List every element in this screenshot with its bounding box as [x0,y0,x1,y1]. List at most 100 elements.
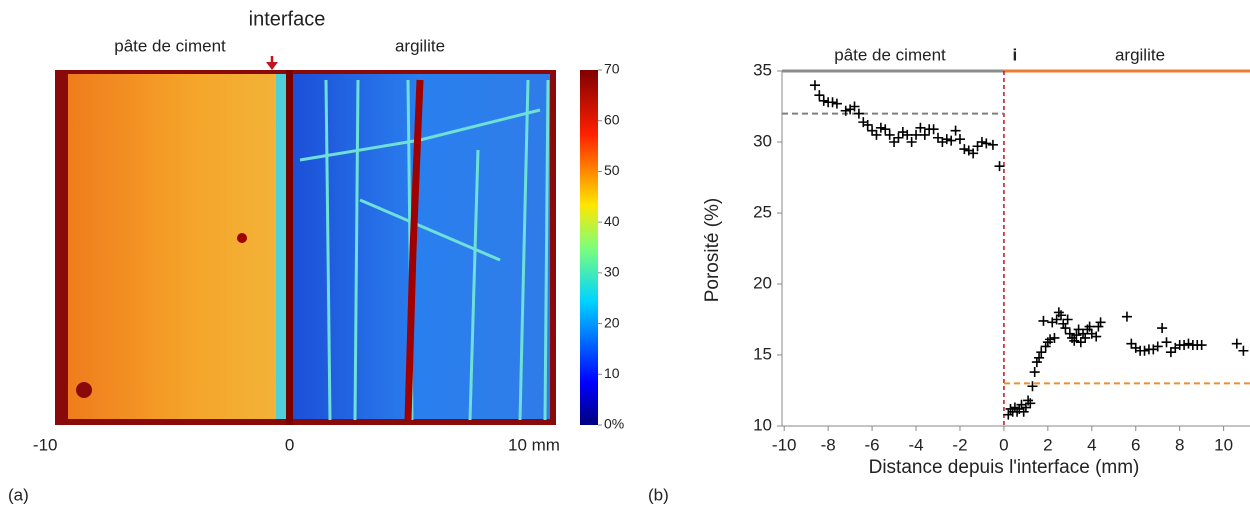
point [1018,406,1029,417]
point [1027,381,1038,392]
x-tick-label: 2 [1043,435,1052,454]
region-label: argilite [1115,45,1165,64]
x-tick-label: 10 mm [508,435,560,454]
point [946,135,957,146]
point [849,101,860,112]
point [1126,338,1137,349]
y-tick-label: 15 [753,344,772,363]
colorbar-label: 20 [604,314,620,330]
point [1073,324,1084,335]
point [968,148,979,159]
point [1009,402,1020,413]
point [1051,314,1062,325]
point [1183,338,1194,349]
y-tick-label: 35 [753,60,772,79]
point [976,137,987,147]
colorbar-label: 30 [604,264,620,280]
point [1036,347,1047,358]
point [871,129,882,140]
point [880,124,891,135]
point [1025,398,1036,409]
point [950,125,961,136]
point [1179,340,1190,351]
x-tick-label: 4 [1087,435,1096,454]
point [972,141,983,152]
point [941,134,952,145]
panel-label: (b) [648,485,669,504]
point [994,161,1005,172]
point [853,108,864,119]
y-tick-label: 30 [753,131,772,150]
point [928,124,939,135]
x-tick-label: -2 [952,435,967,454]
point [1045,334,1056,345]
point [1139,345,1150,356]
point [1064,328,1075,339]
point [884,129,895,140]
point [1034,352,1045,363]
y-tick-label: 25 [753,202,772,221]
porosity-map [55,56,598,425]
point [1157,323,1168,334]
region-label: argilite [395,36,445,55]
point [1238,345,1249,356]
point [1031,357,1042,368]
x-tick-label: 10 [1214,435,1233,454]
x-tick-label: -10 [33,435,58,454]
colorbar-label: 70 [604,61,620,77]
x-tick-label: 6 [1131,435,1140,454]
x-tick-label: -8 [821,435,836,454]
point [915,122,926,133]
colorbar-label: 60 [604,111,620,127]
x-tick-label: 0 [999,435,1008,454]
point [987,139,998,150]
region-label: pâte de ciment [834,45,946,64]
point [1084,321,1095,332]
interface-label: i [1013,45,1018,64]
point [1069,335,1080,346]
point [1121,311,1132,322]
point [1049,332,1060,343]
point [954,134,965,145]
panel-label: (a) [8,485,29,504]
point [1152,341,1163,352]
y-tick-label: 20 [753,273,772,292]
point [1093,321,1104,332]
x-tick-label: -10 [772,435,797,454]
point [959,144,970,155]
point [1196,340,1207,351]
point [1080,332,1091,343]
point [818,95,829,106]
point [889,137,900,147]
colorbar-label: 0% [604,416,624,432]
point [1040,341,1051,352]
point [1020,402,1031,413]
colorbar-label: 50 [604,162,620,178]
x-tick-label: -4 [908,435,923,454]
point [1095,317,1106,328]
point [919,129,930,140]
point [831,98,842,109]
point [1231,338,1242,349]
point [1029,367,1040,378]
point [862,119,873,130]
point [809,80,820,91]
point [911,129,922,140]
point [827,97,838,108]
x-tick-label: 8 [1175,435,1184,454]
point [1161,337,1172,348]
colorbar-label: 10 [604,365,620,381]
point [1038,315,1049,326]
x-tick-label: 0 [285,435,294,454]
point [1075,337,1086,348]
interface-label: interface [249,8,326,30]
colorbar-label: 40 [604,213,620,229]
point [875,122,886,133]
point [840,105,851,116]
point [1078,328,1089,339]
point [906,137,917,147]
y-tick-label: 10 [753,415,772,434]
y-axis-label: Porosité (%) [702,198,723,303]
